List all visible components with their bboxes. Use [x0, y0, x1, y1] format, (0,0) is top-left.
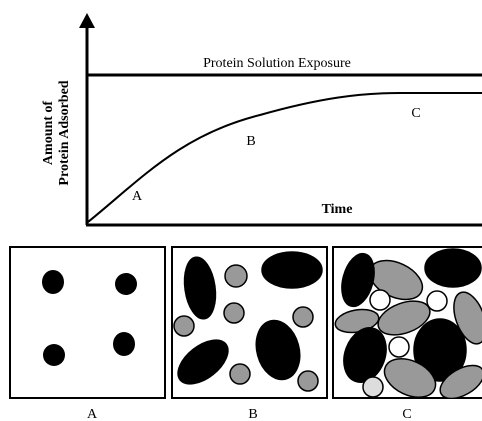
panel-label: A	[87, 407, 98, 421]
x-label: Time	[322, 202, 353, 217]
y-label: Amount of	[41, 101, 56, 166]
panel-b	[171, 246, 328, 399]
panel-c	[332, 246, 482, 399]
adsorption-curve	[87, 92, 482, 223]
exposure-label: Protein Solution Exposure	[203, 56, 351, 71]
plot: Protein Solution Exposure Time Amount of…	[41, 13, 482, 227]
proteins	[42, 270, 137, 366]
panel-a	[9, 246, 166, 399]
curve-label: A	[132, 189, 143, 204]
y-axis-arrow	[79, 13, 95, 28]
panel-frame	[9, 246, 166, 399]
proteins	[334, 248, 482, 398]
curve-label: C	[411, 106, 420, 121]
panel-label: C	[402, 407, 411, 421]
proteins	[173, 251, 323, 392]
y-label: Protein Adsorbed	[57, 80, 72, 185]
panel-label: B	[248, 407, 257, 421]
curve-label: B	[246, 134, 255, 149]
